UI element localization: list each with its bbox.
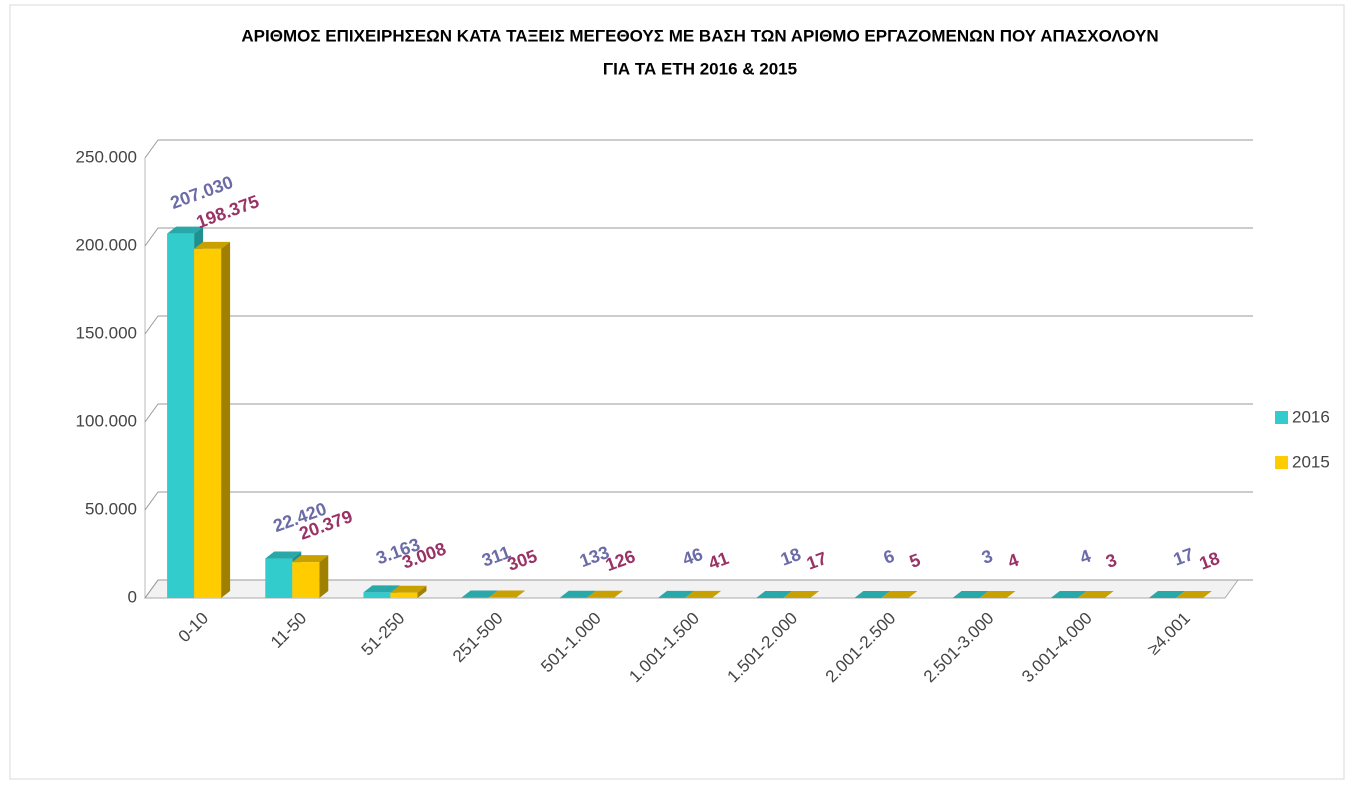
grid-line-side — [145, 492, 158, 510]
grid-line-side — [145, 228, 158, 246]
x-tick-label: 251-500 — [449, 609, 507, 667]
y-tick-label: 250.000 — [76, 147, 137, 166]
bar-side — [319, 555, 328, 598]
x-tick-label: 51-250 — [358, 609, 409, 660]
y-tick-label: 50.000 — [85, 499, 137, 518]
value-label: 305 — [505, 546, 540, 575]
value-label: 46 — [680, 544, 706, 570]
bar — [462, 597, 489, 598]
legend-label: 2015 — [1292, 452, 1330, 471]
value-label: 3 — [1103, 550, 1119, 572]
x-tick-label: ≥4.001 — [1144, 609, 1194, 659]
x-tick-label: 3.001-4.000 — [1018, 609, 1096, 687]
x-tick-label: 2.001-2.500 — [822, 609, 900, 687]
bar — [265, 559, 292, 598]
legend-label: 2016 — [1292, 407, 1330, 426]
bar — [489, 597, 516, 598]
grid-line-side — [145, 404, 158, 422]
value-label: 4 — [1077, 546, 1093, 568]
value-label: 5 — [907, 550, 923, 572]
y-tick-label: 100.000 — [76, 411, 137, 430]
chart-title: ΑΡΙΘΜΟΣ ΕΠΙΧΕΙΡΗΣΕΩΝ ΚΑΤΑ ΤΑΞΕΙΣ ΜΕΓΕΘΟΥ… — [241, 26, 1158, 45]
chart-title: ΓΙΑ ΤΑ ΕΤΗ 2016 & 2015 — [603, 59, 797, 78]
value-label: 41 — [706, 548, 732, 574]
bar — [167, 234, 194, 598]
bar — [390, 593, 417, 598]
value-label: 4 — [1005, 550, 1021, 572]
legend-swatch — [1275, 456, 1288, 469]
bar — [292, 562, 319, 598]
bar — [363, 592, 390, 598]
x-tick-label: 11-50 — [267, 609, 310, 652]
x-tick-label: 1.501-2.000 — [724, 609, 802, 687]
y-tick-label: 150.000 — [76, 323, 137, 342]
value-label: 3 — [979, 546, 995, 568]
x-tick-label: 0-10 — [175, 609, 212, 646]
grid-line-side — [145, 316, 158, 334]
value-label: 17 — [1171, 544, 1197, 570]
x-tick-label: 1.001-1.500 — [625, 609, 703, 687]
x-tick-label: 501-1.000 — [537, 609, 605, 677]
value-label: 18 — [778, 544, 804, 570]
value-label: 6 — [881, 546, 897, 568]
value-label: 17 — [804, 548, 830, 574]
y-tick-label: 200.000 — [76, 235, 137, 254]
value-label: 18 — [1197, 548, 1223, 574]
y-tick-label: 0 — [128, 587, 137, 606]
grid-line-side — [145, 140, 158, 158]
x-tick-label: 2.501-3.000 — [920, 609, 998, 687]
bar — [194, 249, 221, 598]
bar-side — [221, 242, 230, 598]
legend-swatch — [1275, 411, 1288, 424]
